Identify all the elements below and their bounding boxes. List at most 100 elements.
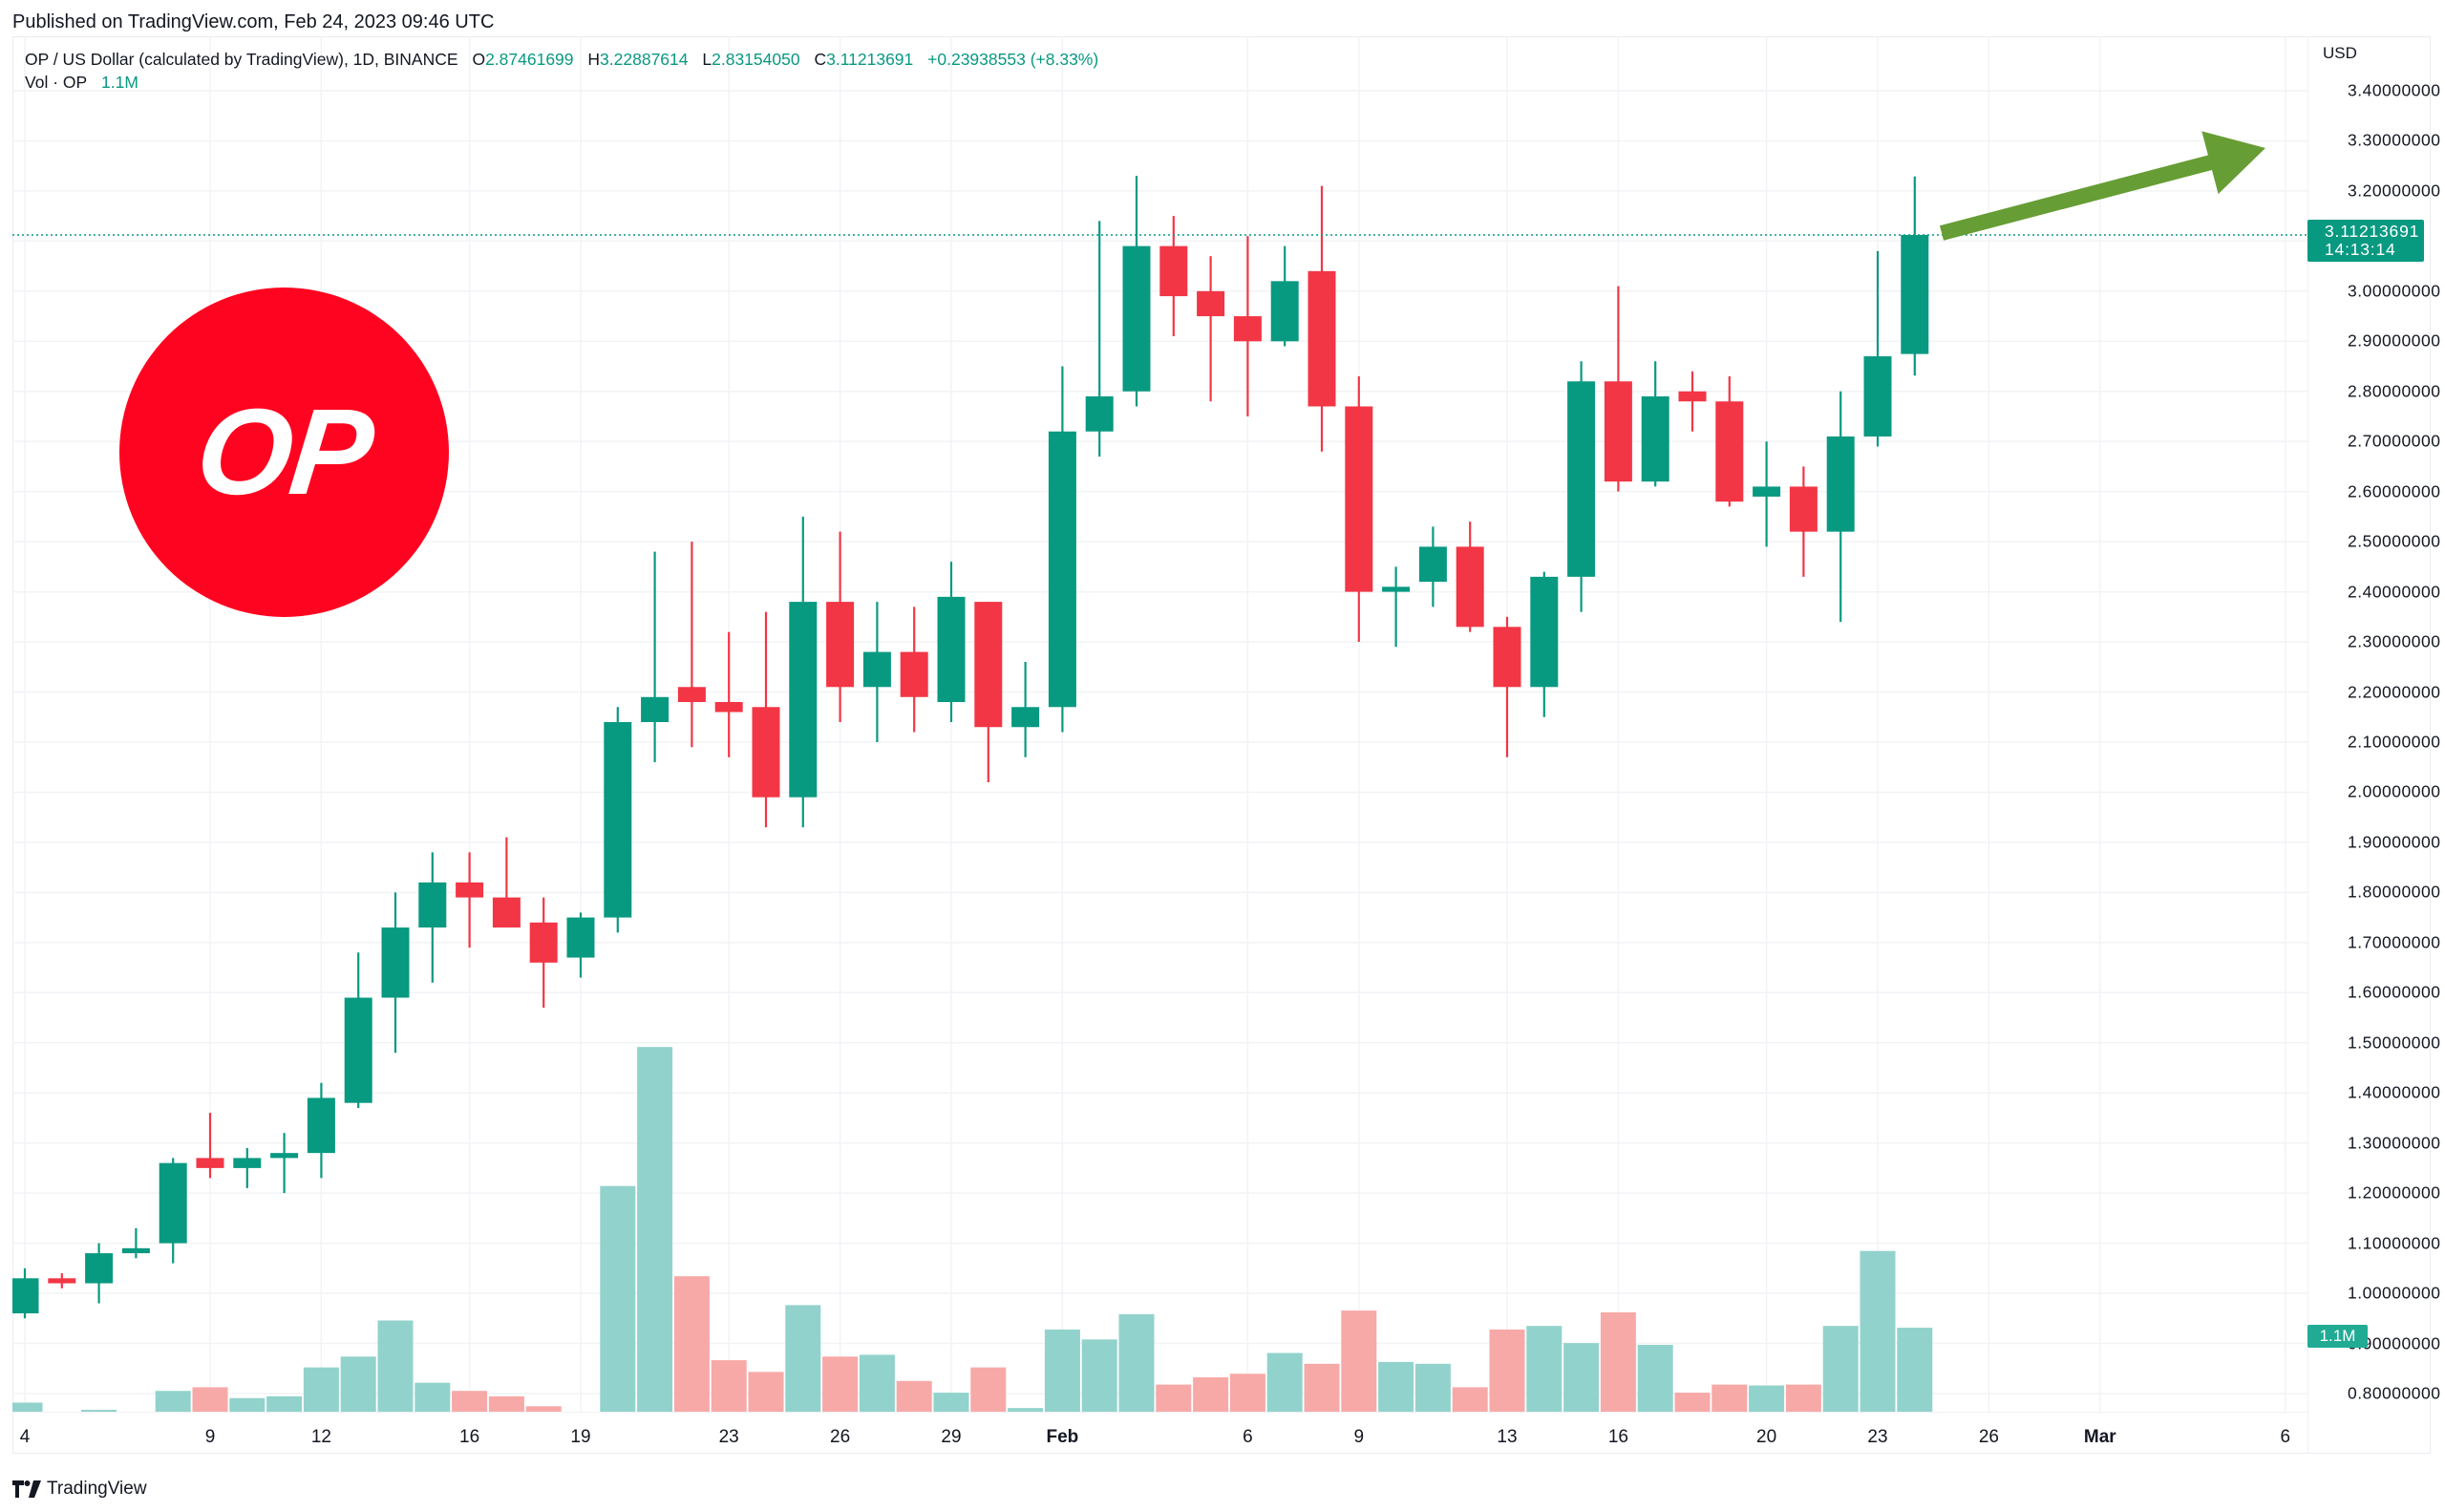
price-tick: 2.20000000	[2348, 682, 2441, 702]
volume-bar	[81, 1410, 117, 1412]
price-tick: 1.70000000	[2348, 932, 2441, 952]
currency-label: USD	[2323, 44, 2357, 62]
volume-bar	[600, 1185, 636, 1412]
price-tick: 1.00000000	[2348, 1283, 2441, 1303]
volume-bar	[1563, 1343, 1600, 1412]
volume-bar	[12, 1402, 43, 1412]
close-value: 3.11213691	[826, 50, 914, 69]
candle	[1085, 396, 1114, 432]
volume-badge: 1.1M	[2307, 1325, 2368, 1348]
volume-bar	[1378, 1361, 1414, 1412]
open-value: 2.87461699	[485, 50, 574, 69]
time-tick: 26	[830, 1427, 851, 1447]
tradingview-logo-icon	[12, 1480, 41, 1498]
volume-bar	[488, 1395, 524, 1412]
volume-bar	[933, 1393, 969, 1412]
time-tick: 16	[1607, 1427, 1628, 1447]
candle	[752, 707, 780, 798]
price-tick: 3.00000000	[2348, 281, 2441, 301]
candle	[566, 917, 595, 958]
candlestick-chart[interactable]	[12, 36, 2307, 1412]
price-axis[interactable]	[2307, 36, 2432, 1454]
candle	[1863, 356, 1892, 437]
volume-bar	[859, 1354, 895, 1412]
time-tick: 4	[19, 1427, 31, 1447]
candle	[641, 696, 670, 722]
op-logo: OP	[119, 287, 449, 617]
time-tick: 13	[1497, 1427, 1518, 1447]
volume-bar	[1822, 1326, 1859, 1412]
price-tick: 2.30000000	[2348, 631, 2441, 651]
volume-title[interactable]: Vol · OP	[25, 73, 88, 92]
candle	[1418, 546, 1447, 583]
volume-bar	[1712, 1384, 1748, 1412]
volume-bar	[415, 1382, 451, 1412]
price-tick: 2.60000000	[2348, 481, 2441, 501]
volume-bar	[1600, 1311, 1636, 1412]
time-tick: 29	[941, 1427, 962, 1447]
candle	[789, 602, 818, 798]
time-tick: 9	[1353, 1427, 1365, 1447]
candle	[1753, 486, 1781, 497]
tradingview-brand[interactable]: TradingView	[12, 1479, 147, 1500]
time-tick: 19	[570, 1427, 591, 1447]
candle	[381, 927, 410, 998]
price-tick: 2.40000000	[2348, 582, 2441, 602]
candle	[1826, 436, 1855, 532]
candle	[121, 1247, 150, 1254]
volume-value: 1.1M	[101, 73, 138, 92]
candle	[12, 1278, 39, 1314]
candle	[159, 1162, 187, 1244]
bar-countdown: 14:13:14	[2325, 240, 2396, 259]
candle	[1567, 381, 1596, 577]
volume-bar	[1637, 1345, 1673, 1412]
volume-bar	[452, 1391, 488, 1412]
candle	[862, 651, 891, 688]
candle	[1345, 406, 1373, 592]
time-tick: 16	[459, 1427, 480, 1447]
candle	[1901, 235, 1929, 354]
op-logo-text: OP	[190, 384, 378, 521]
volume-bar	[1341, 1310, 1377, 1412]
candle	[1715, 401, 1744, 502]
candle	[48, 1278, 76, 1284]
price-tick: 1.20000000	[2348, 1182, 2441, 1203]
candle	[270, 1153, 299, 1159]
candle	[1493, 627, 1521, 688]
volume-bar	[155, 1391, 191, 1412]
volume-bar	[377, 1320, 414, 1412]
volume-bar	[1008, 1408, 1044, 1412]
volume-bar	[1266, 1352, 1303, 1412]
candle	[937, 596, 966, 703]
volume-bar	[711, 1360, 747, 1412]
candle	[1641, 396, 1669, 482]
candle	[974, 602, 1003, 728]
candle	[1011, 707, 1040, 728]
trend-arrow-icon[interactable]	[1939, 131, 2265, 241]
volume-bar	[1193, 1377, 1229, 1412]
last-price-badge: 3.11213691 14:13:14	[2307, 220, 2424, 262]
volume-bar	[1081, 1339, 1117, 1412]
price-tick: 0.90000000	[2348, 1333, 2441, 1352]
price-tick: 1.80000000	[2348, 882, 2441, 902]
volume-row: Vol · OP 1.1M	[25, 71, 1098, 94]
time-tick: 23	[718, 1427, 739, 1447]
volume-bar	[303, 1367, 339, 1412]
candle	[677, 687, 706, 703]
chart-legend: OP / US Dollar (calculated by TradingVie…	[25, 48, 1098, 94]
symbol-title[interactable]: OP / US Dollar (calculated by TradingVie…	[25, 50, 458, 69]
candle	[418, 882, 447, 928]
candle	[1382, 586, 1411, 592]
ohlc-row: OP / US Dollar (calculated by TradingVie…	[25, 50, 1099, 69]
volume-bar	[748, 1372, 784, 1412]
price-tick: 3.40000000	[2348, 80, 2441, 100]
candle	[1233, 316, 1262, 342]
candle	[456, 882, 484, 898]
volume-bar	[637, 1047, 673, 1412]
time-axis[interactable]	[12, 1412, 2307, 1455]
time-tick: 20	[1756, 1427, 1777, 1447]
candle	[1122, 245, 1151, 392]
high-value: 3.22887614	[600, 50, 689, 69]
candle	[344, 997, 372, 1103]
chart-pane[interactable]	[12, 36, 2307, 1412]
